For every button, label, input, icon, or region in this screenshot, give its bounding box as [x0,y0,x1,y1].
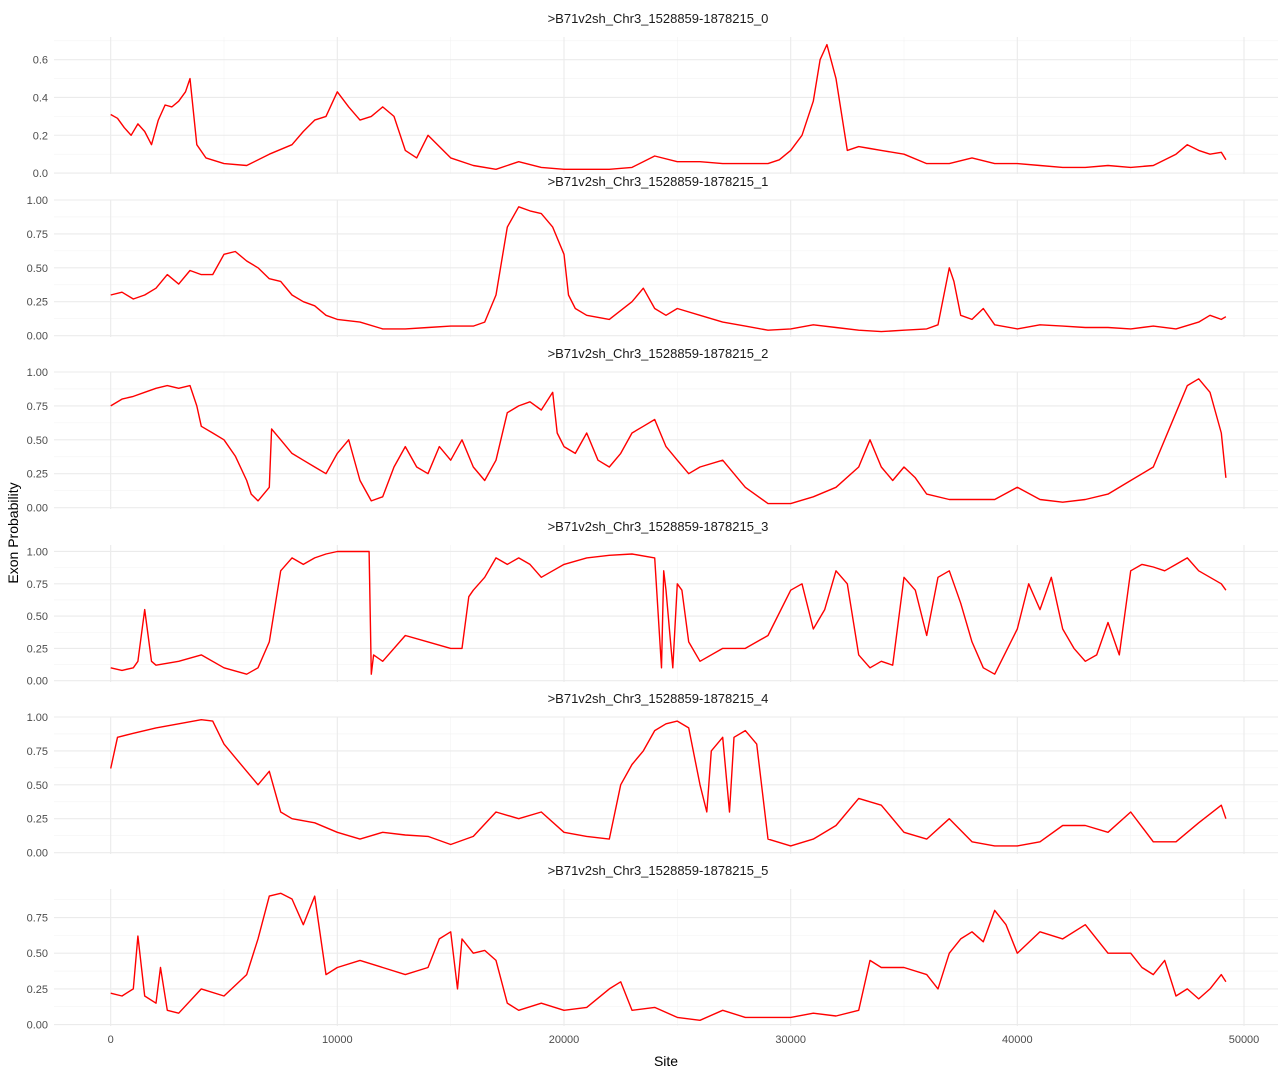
y-tick-label: 0.2 [33,130,48,142]
panel-2: 0.00 0.25 0.50 0.75 1.00 >B71v2sh_Chr3_152885… [27,346,1278,515]
panel-title: >B71v2sh_Chr3_1528859-1878215_4 [548,691,769,706]
series-line [110,719,1227,847]
y-tick-label: 1.00 [27,367,48,379]
panels: 0.0 0.2 0.4 0.6 >B71v2sh_Chr3_1528859-187821… [27,11,1278,1032]
y-tick-label: 1.00 [27,195,48,207]
x-axis: 0 10000 20000 30000 40000 50000 [108,1034,1260,1046]
panel-title: >B71v2sh_Chr3_1528859-1878215_2 [548,346,769,361]
y-tick-label: 0.4 [33,92,48,104]
series-line [110,378,1227,505]
x-tick-label: 10000 [322,1034,353,1046]
y-tick-label: 0.25 [27,814,48,826]
x-tick-label: 30000 [775,1034,806,1046]
panel-title: >B71v2sh_Chr3_1528859-1878215_3 [548,519,769,534]
y-tick-label: 0.00 [27,1020,48,1032]
panel-title: >B71v2sh_Chr3_1528859-1878215_5 [548,863,769,878]
y-axis-title: Exon Probability [5,482,21,583]
y-tick-label: 0.00 [27,503,48,515]
x-tick-label: 50000 [1229,1034,1260,1046]
panel-1: 0.00 0.25 0.50 0.75 1.00 >B71v2sh_Chr3_152885… [27,174,1278,343]
series-line [110,43,1227,170]
y-tick-label: 0.75 [27,746,48,758]
panel-title: >B71v2sh_Chr3_1528859-1878215_0 [548,11,769,26]
y-tick-label: 0.25 [27,984,48,996]
y-tick-label: 1.00 [27,712,48,724]
panel-0: 0.0 0.2 0.4 0.6 >B71v2sh_Chr3_1528859-187821… [33,11,1278,180]
y-tick-label: 0.75 [27,579,48,591]
y-tick-label: 0.25 [27,469,48,481]
panel-5: 0.00 0.25 0.50 0.75 >B71v2sh_Chr3_1528859-18… [27,863,1278,1032]
y-tick-label: 0.75 [27,401,48,413]
y-tick-label: 0.0 [33,168,48,180]
y-tick-label: 1.00 [27,546,48,558]
y-tick-label: 0.00 [27,848,48,860]
y-tick-label: 0.50 [27,263,48,275]
series-line [110,550,1227,675]
y-tick-label: 0.25 [27,297,48,309]
y-tick-label: 0.75 [27,913,48,925]
y-tick-label: 0.6 [33,55,48,67]
panel-3: 0.00 0.25 0.50 0.75 1.00 >B71v2sh_Chr3_152885… [27,519,1278,688]
panel-title: >B71v2sh_Chr3_1528859-1878215_1 [548,174,769,189]
x-tick-label: 0 [108,1034,114,1046]
x-tick-label: 20000 [549,1034,580,1046]
panel-4: 0.00 0.25 0.50 0.75 1.00 >B71v2sh_Chr3_152885… [27,691,1278,860]
y-tick-label: 0.50 [27,948,48,960]
y-tick-label: 0.00 [27,331,48,343]
y-tick-label: 0.50 [27,611,48,623]
x-axis-title: Site [654,1053,678,1069]
y-tick-label: 0.00 [27,676,48,688]
series-line [110,892,1227,1021]
series-line [110,206,1227,333]
y-tick-label: 0.25 [27,643,48,655]
x-tick-label: 40000 [1002,1034,1033,1046]
y-tick-label: 0.50 [27,435,48,447]
y-tick-label: 0.75 [27,229,48,241]
y-tick-label: 0.50 [27,780,48,792]
